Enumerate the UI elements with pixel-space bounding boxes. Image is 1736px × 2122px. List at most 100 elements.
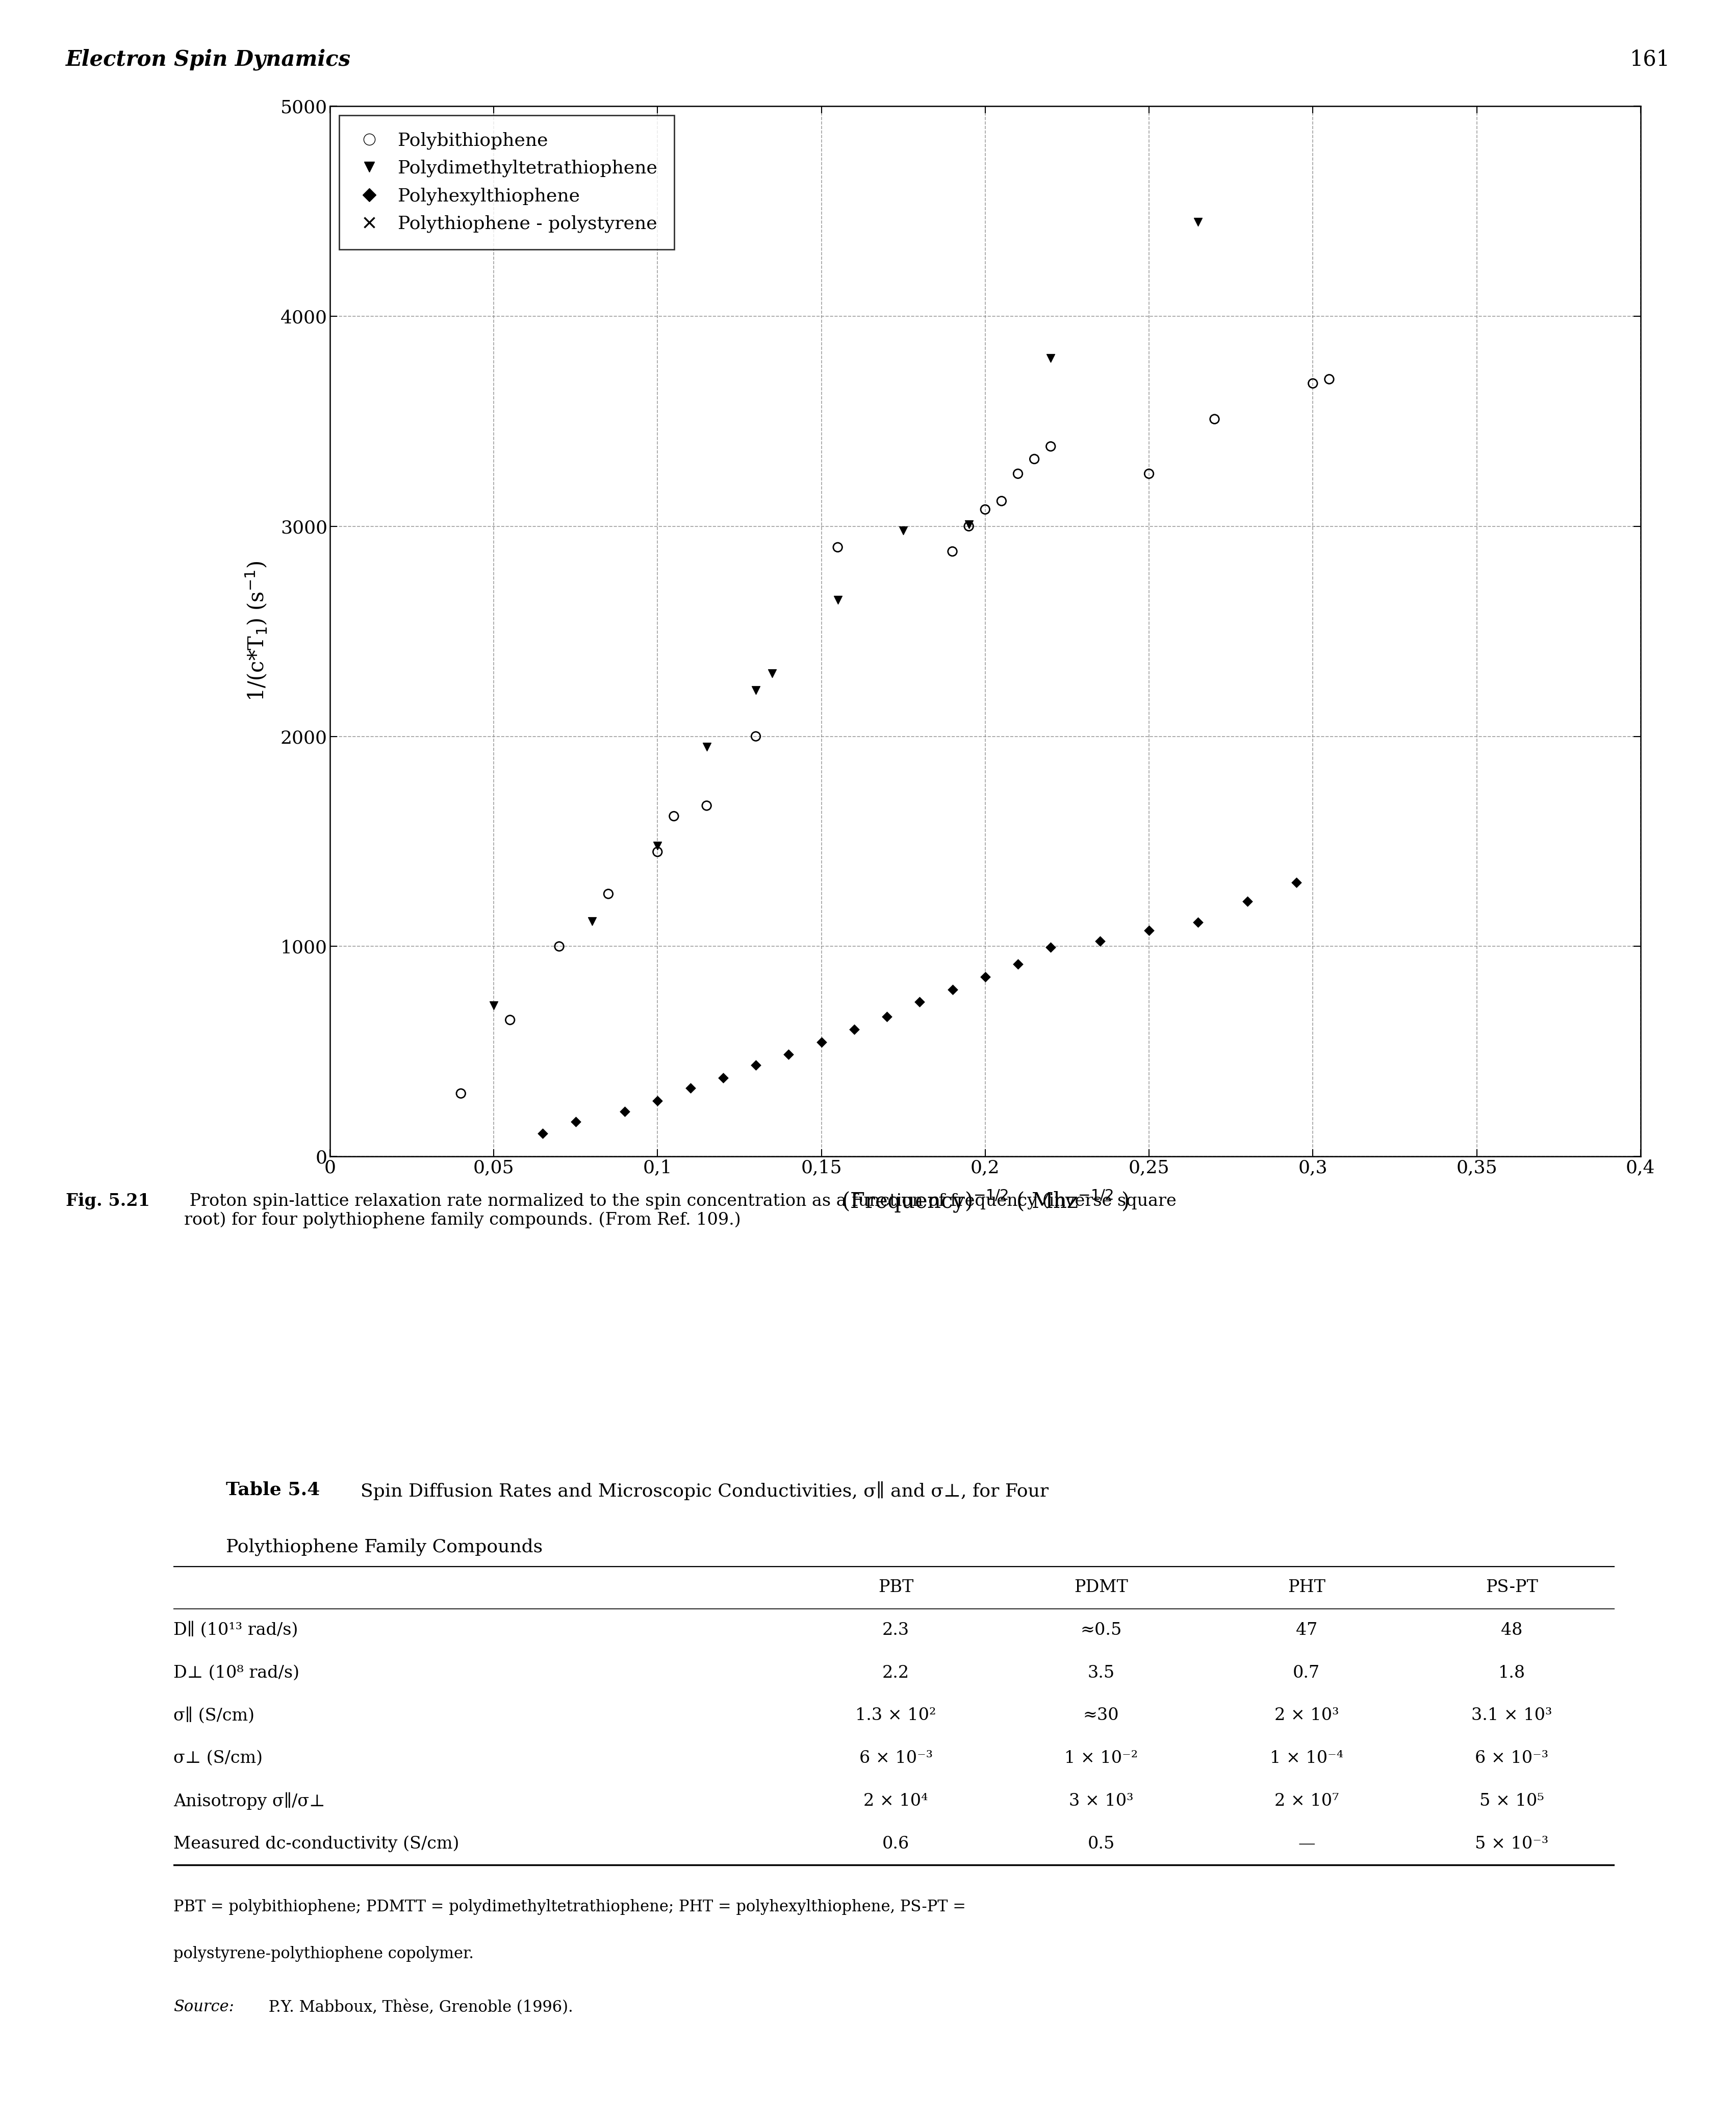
Point <box>840 1012 868 1046</box>
Point <box>972 492 1000 526</box>
Point <box>741 1053 769 1086</box>
Point <box>807 1025 835 1059</box>
Point <box>774 1042 802 1076</box>
Text: 3.1 × 10³: 3.1 × 10³ <box>1472 1708 1552 1723</box>
Point <box>448 1076 476 1110</box>
Point <box>529 1116 557 1150</box>
Text: PBT = polybithiophene; PDMTT = polydimethyltetrathiophene; PHT = polyhexylthioph: PBT = polybithiophene; PDMTT = polydimet… <box>174 1899 965 1914</box>
Text: Anisotropy σ∥/σ⊥: Anisotropy σ∥/σ⊥ <box>174 1793 325 1810</box>
Text: 6 × 10⁻³: 6 × 10⁻³ <box>859 1751 932 1766</box>
Point <box>939 535 967 569</box>
Point <box>644 834 672 868</box>
Text: 3 × 10³: 3 × 10³ <box>1069 1793 1134 1810</box>
Text: ≈30: ≈30 <box>1083 1708 1120 1723</box>
Point <box>972 985 1000 1019</box>
Point <box>741 719 769 753</box>
Text: Spin Diffusion Rates and Microscopic Conductivities, σ∥ and σ⊥, for Four: Spin Diffusion Rates and Microscopic Con… <box>349 1481 1049 1500</box>
Text: 0.5: 0.5 <box>1087 1836 1115 1853</box>
Point <box>1036 966 1064 999</box>
Point <box>693 730 720 764</box>
Text: 5 × 10⁵: 5 × 10⁵ <box>1479 1793 1543 1810</box>
Point <box>906 1002 934 1036</box>
Text: Measured dc-conductivity (S/cm): Measured dc-conductivity (S/cm) <box>174 1836 460 1853</box>
Point <box>1135 456 1163 490</box>
Point <box>1201 403 1229 437</box>
Point <box>759 656 786 690</box>
Legend: Polybithiophene, Polydimethyltetrathiophene, Polyhexylthiophene, Polythiophene -: Polybithiophene, Polydimethyltetrathioph… <box>339 115 674 248</box>
Text: 2.2: 2.2 <box>882 1664 910 1681</box>
Text: σ⊥ (S/cm): σ⊥ (S/cm) <box>174 1751 262 1766</box>
Point <box>693 1065 720 1099</box>
Text: 2.3: 2.3 <box>882 1621 910 1638</box>
Text: PS-PT: PS-PT <box>1486 1579 1538 1596</box>
Point <box>693 789 720 823</box>
Text: 1.3 × 10²: 1.3 × 10² <box>856 1708 936 1723</box>
Text: D⊥ (10⁸ rad/s): D⊥ (10⁸ rad/s) <box>174 1664 300 1681</box>
Text: 0.6: 0.6 <box>882 1836 910 1853</box>
Point <box>644 828 672 862</box>
Point <box>1135 915 1163 949</box>
Text: polystyrene-polythiophene copolymer.: polystyrene-polythiophene copolymer. <box>174 1946 474 1961</box>
Text: PHT: PHT <box>1288 1579 1325 1596</box>
Text: 1 × 10⁻⁴: 1 × 10⁻⁴ <box>1269 1751 1344 1766</box>
Point <box>825 1025 852 1059</box>
Point <box>972 959 1000 993</box>
Point <box>1184 955 1212 989</box>
Point <box>1036 342 1064 376</box>
Point <box>578 904 606 938</box>
Point <box>1003 976 1031 1010</box>
Point <box>955 509 983 543</box>
Text: Fig. 5.21: Fig. 5.21 <box>66 1193 149 1210</box>
Text: 0.7: 0.7 <box>1293 1664 1319 1681</box>
Point <box>1087 925 1115 959</box>
Text: 47: 47 <box>1295 1621 1318 1638</box>
Point <box>479 989 507 1023</box>
Point <box>741 673 769 707</box>
Text: D∥ (10¹³ rad/s): D∥ (10¹³ rad/s) <box>174 1621 299 1638</box>
Point <box>1316 363 1344 397</box>
Text: 5 × 10⁻³: 5 × 10⁻³ <box>1476 1836 1549 1853</box>
Point <box>677 1072 705 1106</box>
Text: Electron Spin Dynamics: Electron Spin Dynamics <box>66 49 351 70</box>
Point <box>578 1103 606 1137</box>
Point <box>1233 885 1260 919</box>
Text: 2 × 10⁴: 2 × 10⁴ <box>863 1793 929 1810</box>
Point <box>1036 929 1064 963</box>
Text: 161: 161 <box>1630 49 1670 70</box>
Point <box>611 1091 639 1125</box>
Point <box>1021 441 1049 475</box>
Point <box>1283 866 1311 900</box>
Point <box>660 800 687 834</box>
Point <box>611 1095 639 1129</box>
Text: Polythiophene Family Compounds: Polythiophene Family Compounds <box>226 1538 542 1555</box>
Text: Proton spin-lattice relaxation rate normalized to the spin concentration as a fu: Proton spin-lattice relaxation rate norm… <box>184 1193 1177 1229</box>
Text: PDMT: PDMT <box>1075 1579 1128 1596</box>
Point <box>1036 429 1064 463</box>
Point <box>1184 906 1212 940</box>
Text: 2 × 10³: 2 × 10³ <box>1274 1708 1338 1723</box>
Text: 48: 48 <box>1502 1621 1522 1638</box>
Point <box>856 1014 884 1048</box>
Text: ≈0.5: ≈0.5 <box>1080 1621 1121 1638</box>
Point <box>873 999 901 1033</box>
Y-axis label: 1/(c*T$_1$) (s$^{-1}$): 1/(c*T$_1$) (s$^{-1}$) <box>245 560 269 702</box>
Point <box>774 1038 802 1072</box>
Point <box>1463 932 1491 966</box>
Point <box>741 1048 769 1082</box>
Point <box>825 584 852 618</box>
Point <box>496 1004 524 1038</box>
Text: Source:: Source: <box>174 1999 234 2014</box>
Point <box>1102 963 1130 997</box>
Text: 2 × 10⁷: 2 × 10⁷ <box>1274 1793 1338 1810</box>
Point <box>1299 367 1326 401</box>
Text: 3.5: 3.5 <box>1087 1664 1115 1681</box>
Point <box>906 985 934 1019</box>
Point <box>939 972 967 1006</box>
Point <box>1003 946 1031 980</box>
Point <box>889 514 917 547</box>
Text: σ∥ (S/cm): σ∥ (S/cm) <box>174 1708 255 1723</box>
Point <box>644 1084 672 1118</box>
Text: 1.8: 1.8 <box>1498 1664 1526 1681</box>
X-axis label: (Frequency)$^{-1/2}$ ( Mhz$^{-1/2}$ ): (Frequency)$^{-1/2}$ ( Mhz$^{-1/2}$ ) <box>842 1188 1128 1214</box>
Point <box>1003 456 1031 490</box>
